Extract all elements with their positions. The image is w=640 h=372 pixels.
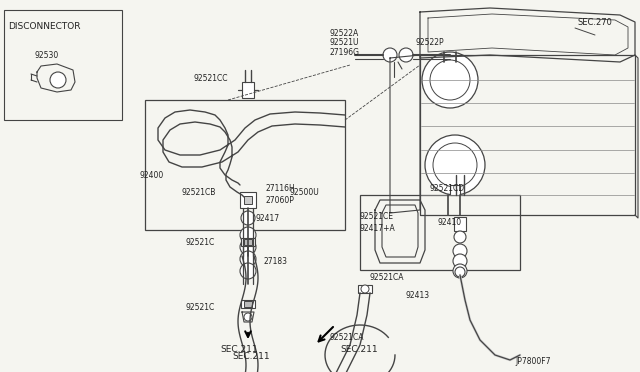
Text: 92521C: 92521C (185, 237, 214, 247)
Text: 92521CA: 92521CA (330, 334, 365, 343)
Text: 92413: 92413 (405, 291, 429, 299)
Bar (358, 285, 372, 293)
Bar (244, 301, 252, 307)
Bar (450, 185, 460, 195)
Circle shape (240, 227, 256, 243)
Text: 92521CA: 92521CA (370, 273, 404, 282)
Circle shape (453, 254, 467, 268)
Bar (145, 100, 345, 230)
Circle shape (241, 211, 255, 225)
Circle shape (454, 231, 466, 243)
Circle shape (361, 285, 369, 293)
Bar (4, 10, 122, 120)
Circle shape (453, 264, 467, 278)
Bar (242, 82, 254, 98)
Text: 92521CE: 92521CE (360, 212, 394, 221)
Text: 92521CB: 92521CB (182, 187, 216, 196)
Text: 92530: 92530 (35, 51, 59, 60)
Bar (241, 300, 255, 308)
Text: SEC.211: SEC.211 (340, 346, 378, 355)
Text: 92521CD: 92521CD (430, 183, 465, 192)
Text: 92417: 92417 (255, 214, 279, 222)
Text: 92521CC: 92521CC (194, 74, 228, 83)
Bar (244, 239, 252, 245)
Circle shape (50, 72, 66, 88)
Circle shape (240, 251, 256, 267)
Text: 92400: 92400 (140, 170, 164, 180)
Text: JP7800F7: JP7800F7 (515, 357, 550, 366)
Text: 27196G: 27196G (330, 48, 360, 57)
Circle shape (422, 52, 478, 108)
Circle shape (455, 267, 465, 277)
Bar (240, 192, 256, 208)
Text: 92521U: 92521U (330, 38, 360, 46)
Text: SEC.211: SEC.211 (220, 346, 258, 355)
Text: 92522A: 92522A (330, 29, 359, 38)
Text: 92522P: 92522P (415, 38, 444, 46)
Text: SEC.211: SEC.211 (232, 352, 269, 361)
Circle shape (244, 313, 252, 321)
Circle shape (425, 135, 485, 195)
Text: 27060P: 27060P (265, 196, 294, 205)
Text: 27183: 27183 (263, 257, 287, 266)
Bar (241, 238, 255, 246)
Text: DISCONNECTOR: DISCONNECTOR (8, 22, 81, 31)
Bar (454, 217, 466, 231)
Circle shape (399, 48, 413, 62)
Circle shape (240, 239, 256, 255)
Circle shape (453, 244, 467, 258)
Text: 92521C: 92521C (185, 304, 214, 312)
Text: 92410: 92410 (438, 218, 462, 227)
Circle shape (240, 263, 256, 279)
Circle shape (433, 143, 477, 187)
Bar (360, 195, 520, 270)
Text: 92417+A: 92417+A (360, 224, 396, 232)
Circle shape (383, 48, 397, 62)
Text: 27116H: 27116H (265, 183, 295, 192)
Text: 92500U: 92500U (290, 187, 320, 196)
Circle shape (430, 60, 470, 100)
Bar (244, 196, 252, 204)
Text: SEC.270: SEC.270 (578, 17, 613, 26)
